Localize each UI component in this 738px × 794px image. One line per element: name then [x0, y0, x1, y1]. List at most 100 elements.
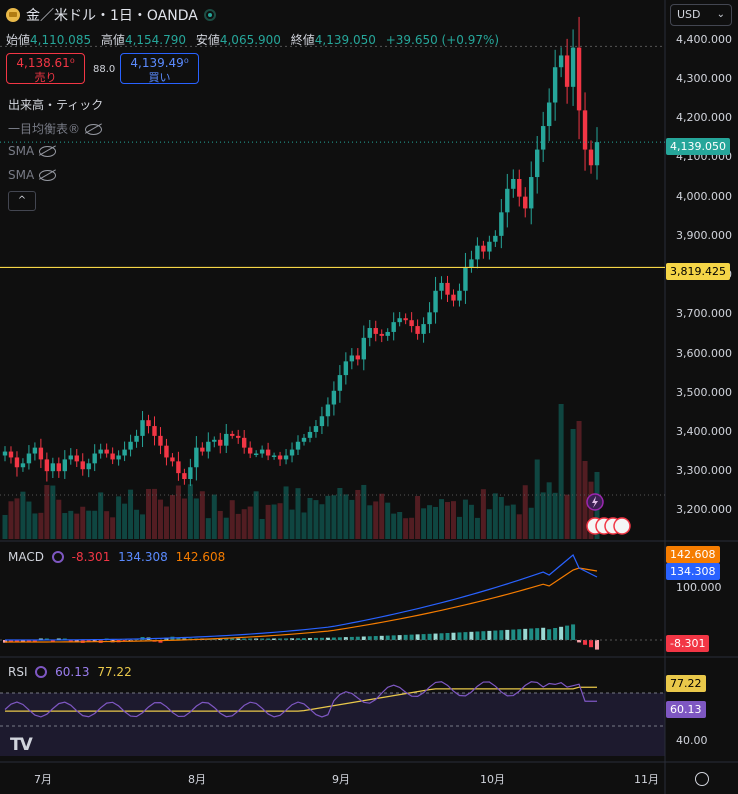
symbol-title[interactable]: 金／米ドル・1日・OANDA: [26, 8, 198, 24]
macd-line: [5, 554, 598, 641]
hidden-eye-icon[interactable]: [39, 146, 57, 157]
gold-coin-icon: [6, 8, 20, 22]
volume-bar: [367, 505, 373, 539]
candle: [200, 447, 205, 452]
indicator-sma-2[interactable]: SMA: [8, 168, 57, 182]
volume-bar: [582, 461, 588, 539]
close-value: 4,139.050: [314, 33, 376, 47]
spread-value: 88.0: [93, 64, 116, 75]
chart-settings-icon[interactable]: [695, 772, 709, 786]
event-markers[interactable]: [583, 493, 643, 541]
macd-hist-bar: [565, 625, 570, 640]
rsi-ma-value: 77.22: [97, 665, 132, 679]
tradingview-logo: TV: [10, 735, 33, 755]
candle: [409, 320, 414, 327]
price-tick-label: 3,400.000: [676, 424, 732, 438]
candle: [505, 188, 510, 213]
rsi-axis-tick: 40.00: [676, 734, 708, 747]
buy-button[interactable]: 4,139.49⁰ 買い: [120, 53, 199, 84]
settings-icon[interactable]: [35, 665, 48, 678]
volume-bar: [516, 514, 522, 539]
volume-bar: [2, 514, 8, 539]
volume-bar: [301, 512, 307, 539]
volume-bar: [528, 507, 534, 539]
volume-bar: [146, 488, 152, 539]
candle: [469, 259, 474, 268]
candle: [523, 196, 528, 209]
indicator-ichimoku[interactable]: 一目均衡表®: [8, 120, 103, 137]
macd-hist-bar: [38, 638, 43, 640]
currency-select[interactable]: USD ⌄: [670, 4, 732, 26]
macd-hist-bar: [475, 631, 480, 640]
candle: [122, 449, 127, 456]
candle: [307, 431, 313, 438]
macd-hist-bar: [571, 624, 576, 640]
hidden-eye-icon[interactable]: [39, 170, 57, 181]
hidden-eye-icon[interactable]: [85, 124, 103, 135]
macd-line-value: 134.308: [118, 550, 168, 564]
volume-bar: [62, 513, 68, 539]
candle: [224, 433, 229, 446]
macd-label: MACD: [8, 550, 44, 564]
candle: [594, 142, 600, 166]
time-tick-label: 8月: [188, 773, 206, 786]
macd-hist-bar: [8, 640, 13, 642]
volume-bar: [403, 518, 409, 539]
candle: [331, 390, 337, 405]
collapse-legend-button[interactable]: ^: [8, 191, 36, 211]
macd-hist-bar: [433, 633, 438, 640]
candle: [379, 333, 384, 336]
volume-bar: [397, 511, 403, 539]
volume-bar: [504, 505, 510, 539]
macd-hist-tag: -8.301: [666, 635, 710, 652]
candle: [265, 449, 271, 456]
macd-hist-bar: [355, 636, 360, 640]
macd-hist-bar: [284, 638, 289, 640]
macd-hist-bar: [50, 640, 55, 642]
macd-hist-bar: [176, 637, 181, 640]
sell-button[interactable]: 4,138.61⁰ 売り: [6, 53, 85, 84]
volume-bar: [385, 502, 391, 539]
volume-bar: [552, 492, 558, 539]
candle: [355, 355, 361, 360]
buy-label: 買い: [148, 71, 171, 84]
candle: [295, 441, 301, 450]
candle: [361, 337, 366, 360]
price-tick-label: 3,200.000: [676, 503, 732, 517]
candle: [558, 55, 564, 68]
settings-icon[interactable]: [51, 550, 64, 563]
indicator-volume[interactable]: 出来高・ティック: [8, 98, 104, 112]
macd-hist-bar: [313, 637, 318, 640]
volume-bar: [92, 510, 98, 539]
macd-hist-bar: [523, 628, 528, 640]
candle: [176, 461, 181, 474]
volume-bar: [259, 518, 265, 539]
candle: [140, 420, 145, 436]
price-tick-label: 3,900.000: [676, 228, 732, 242]
candle: [247, 447, 253, 454]
macd-hist-bar: [583, 640, 588, 645]
volume-bar: [128, 489, 134, 539]
macd-line-tag: 134.308: [666, 563, 720, 580]
indicator-sma-1[interactable]: SMA: [8, 144, 57, 158]
low-value: 4,065.900: [219, 33, 281, 47]
macd-hist-bar: [397, 635, 402, 640]
volume-bar: [576, 421, 582, 539]
sell-label: 売り: [34, 71, 57, 84]
candle: [415, 326, 420, 334]
macd-hist-bar: [44, 638, 49, 640]
macd-hist-bar: [445, 633, 450, 640]
macd-hist-bar: [325, 637, 330, 640]
volume-bar: [169, 494, 175, 539]
volume-bar: [313, 500, 319, 539]
volume-bar: [235, 513, 241, 539]
sma2-label: SMA: [8, 168, 35, 182]
candle: [20, 463, 26, 468]
macd-hist-bar: [499, 630, 504, 640]
volume-bar: [349, 499, 355, 539]
volume-bar: [379, 493, 385, 539]
ohlc-legend: 始値4,110.085 高値4,154.790 安値4,065.900 終値4,…: [6, 31, 505, 48]
macd-hist-bar: [577, 640, 582, 643]
candle: [546, 102, 552, 127]
